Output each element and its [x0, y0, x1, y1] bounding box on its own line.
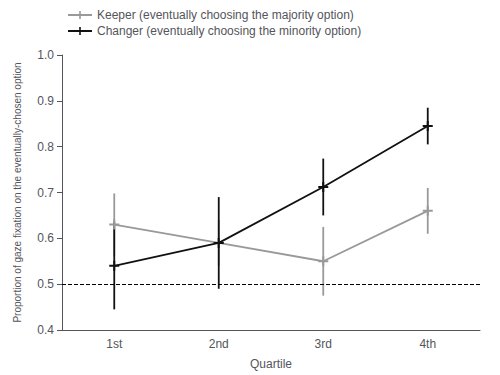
svg-text:2nd: 2nd — [209, 337, 229, 351]
svg-text:0.9: 0.9 — [37, 94, 54, 108]
svg-text:0.7: 0.7 — [37, 186, 54, 200]
svg-text:0.8: 0.8 — [37, 140, 54, 154]
svg-text:1.0: 1.0 — [37, 48, 54, 62]
svg-text:Changer (eventually choosing t: Changer (eventually choosing the minorit… — [97, 24, 361, 38]
svg-text:Quartile: Quartile — [250, 357, 292, 371]
svg-text:Keeper (eventually choosing th: Keeper (eventually choosing the majority… — [97, 8, 354, 22]
svg-text:0.5: 0.5 — [37, 277, 54, 291]
svg-text:1st: 1st — [106, 337, 123, 351]
svg-text:0.4: 0.4 — [37, 323, 54, 337]
svg-text:Proportion of gaze fixation on: Proportion of gaze fixation on the event… — [12, 62, 23, 322]
svg-text:4th: 4th — [419, 337, 436, 351]
svg-text:3rd: 3rd — [315, 337, 332, 351]
svg-text:0.6: 0.6 — [37, 231, 54, 245]
